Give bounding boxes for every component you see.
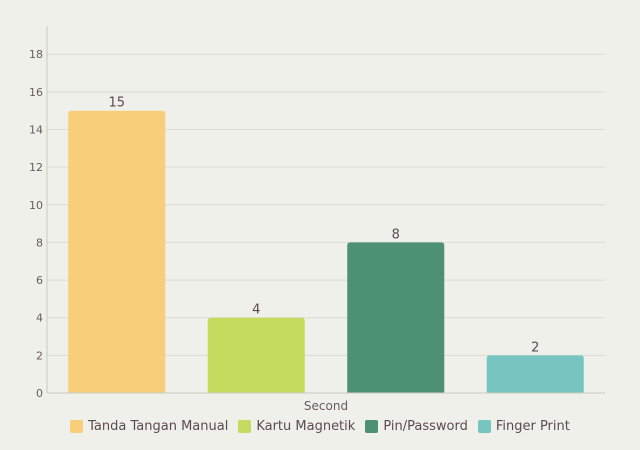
legend-label: Tanda Tangan Manual — [88, 419, 229, 434]
data-label: 4 — [252, 303, 260, 318]
y-tick-label: 16 — [29, 86, 43, 99]
y-tick-label: 14 — [29, 124, 43, 137]
legend-label: Finger Print — [495, 419, 570, 434]
y-tick-label: 2 — [36, 349, 43, 362]
legend-label: Kartu Magnetik — [256, 419, 356, 434]
y-tick-label: 10 — [29, 199, 43, 212]
bar — [207, 317, 305, 393]
x-category-label: Second — [304, 399, 348, 413]
data-label: 15 — [108, 96, 125, 111]
data-label: 8 — [392, 227, 400, 242]
y-tick-label: 4 — [36, 312, 43, 325]
legend-item[interactable]: Finger Print — [477, 419, 570, 434]
legend-item[interactable]: Kartu Magnetik — [238, 419, 355, 434]
legend-item[interactable]: Tanda Tangan Manual — [70, 419, 228, 434]
legend-swatch — [477, 420, 491, 433]
legend-swatch — [365, 420, 379, 433]
legend-swatch — [70, 420, 84, 433]
legend-swatch — [238, 420, 252, 433]
data-labels: 15 4 8 2 — [108, 96, 539, 356]
y-tick-label: 8 — [36, 236, 43, 249]
bars — [68, 110, 584, 393]
y-tick-label: 6 — [36, 274, 43, 287]
data-label: 2 — [531, 340, 539, 355]
bar — [68, 110, 166, 393]
legend-item[interactable]: Pin/Password — [365, 419, 468, 434]
x-axis: Second — [47, 392, 605, 413]
y-axis: 0 2 4 6 8 10 12 14 16 18 — [29, 26, 48, 400]
legend-label: Pin/Password — [383, 419, 468, 434]
y-tick-label: 12 — [29, 161, 43, 174]
y-tick-label: 18 — [29, 48, 43, 61]
bar — [347, 242, 445, 393]
bar — [486, 355, 584, 393]
y-tick-label: 0 — [36, 387, 43, 400]
legend: Tanda Tangan Manual Kartu Magnetik Pin/Pas… — [0, 419, 640, 434]
